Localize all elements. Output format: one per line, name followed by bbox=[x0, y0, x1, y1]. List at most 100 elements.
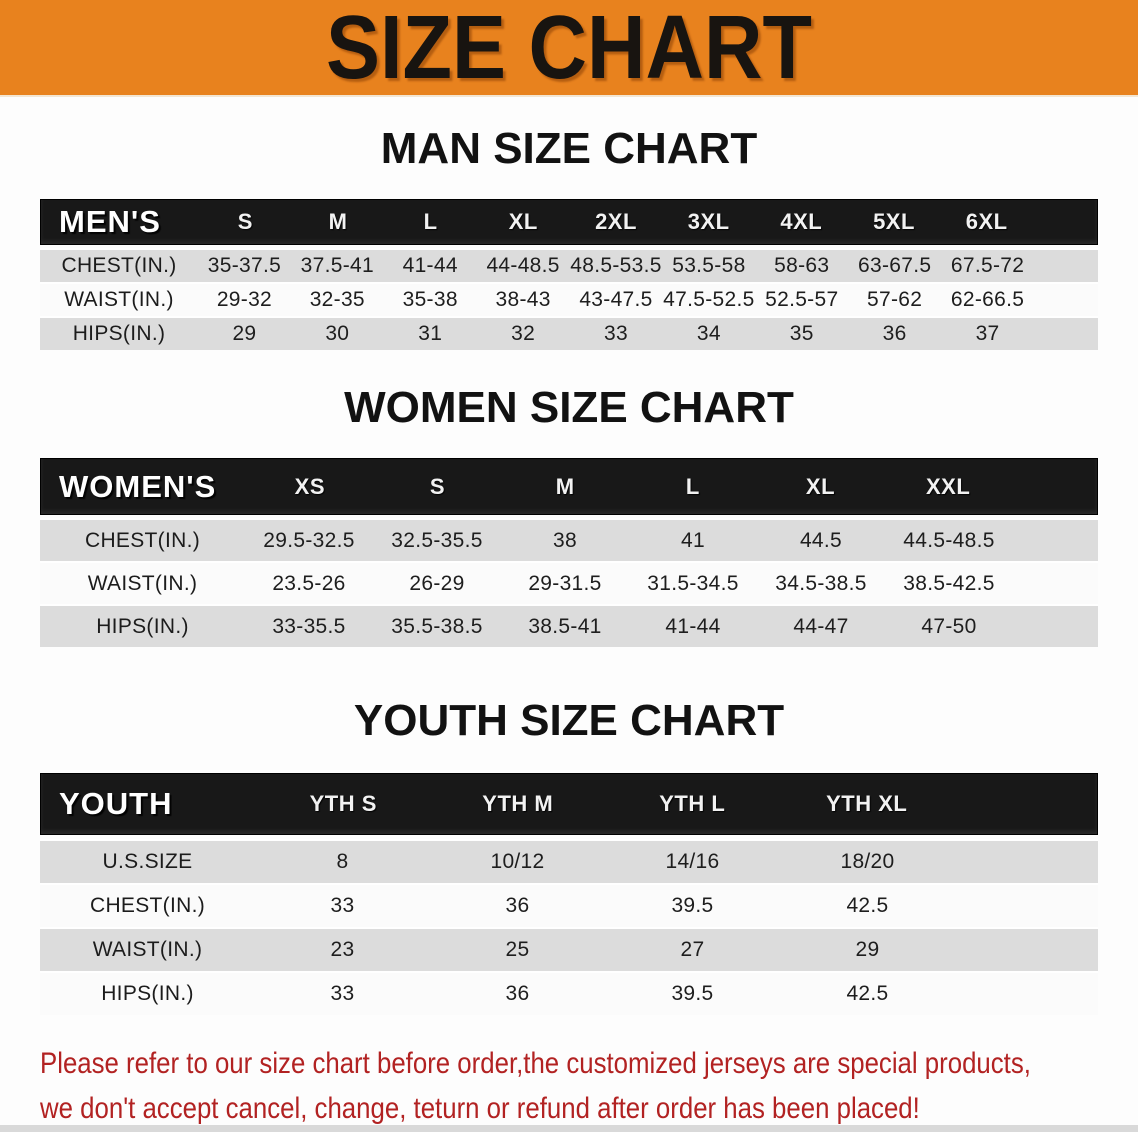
measurement-value: 38.5-41 bbox=[528, 614, 602, 638]
measurement-value: 25 bbox=[505, 938, 530, 961]
measurement-label: WAIST(IN.) bbox=[87, 571, 198, 595]
banner-title: SIZE CHART bbox=[326, 0, 812, 98]
measurement-value: 62-66.5 bbox=[950, 288, 1025, 311]
womens-size-table: WOMEN'S XS S M L XL XXL CHEST(IN.) 29.5-32.5 32.5… bbox=[40, 458, 1098, 647]
table-category-label: YOUTH bbox=[59, 786, 173, 821]
measurement-value: 34 bbox=[696, 322, 721, 345]
size-column-header: XS bbox=[294, 473, 325, 499]
measurement-row: HIPS(IN.) 33 36 39.5 42.5 bbox=[40, 971, 1098, 1015]
size-column-header: XL bbox=[805, 473, 836, 499]
measurement-label: CHEST(IN.) bbox=[61, 254, 177, 277]
measurement-value: 38 bbox=[553, 528, 577, 552]
measurement-value: 57-62 bbox=[867, 288, 923, 311]
size-column-header: S bbox=[237, 209, 253, 234]
disclaimer-line-2: we don't accept cancel, change, teturn o… bbox=[40, 1092, 920, 1125]
size-column-header: YTH L bbox=[659, 791, 726, 816]
measurement-value: 41 bbox=[681, 528, 705, 552]
measurement-value: 44-48.5 bbox=[486, 254, 560, 277]
measurement-value: 32.5-35.5 bbox=[391, 528, 483, 552]
man-size-heading: MAN SIZE CHART bbox=[380, 124, 758, 173]
size-column-header: 5XL bbox=[873, 209, 915, 234]
women-size-section: WOMEN SIZE CHART WOMEN'S XS S M L XL XXL CHEST(… bbox=[0, 384, 1138, 647]
measurement-value: 48.5-53.5 bbox=[570, 254, 662, 277]
measurement-label: WAIST(IN.) bbox=[92, 938, 203, 961]
measurement-value: 14/16 bbox=[665, 850, 720, 873]
measurement-value: 67.5-72 bbox=[950, 254, 1025, 277]
measurement-value: 23 bbox=[330, 938, 355, 961]
measurement-value: 36 bbox=[882, 322, 907, 345]
size-table-header-row: WOMEN'S XS S M L XL XXL bbox=[40, 458, 1098, 515]
measurement-value: 27 bbox=[680, 938, 705, 961]
measurement-row: CHEST(IN.) 33 36 39.5 42.5 bbox=[40, 883, 1098, 927]
size-table-header-row: MEN'S S M L XL 2XL 3XL 4XL 5XL 6XL bbox=[40, 199, 1098, 245]
size-column-header: YTH M bbox=[482, 791, 554, 816]
measurement-value: 39.5 bbox=[671, 894, 714, 917]
measurement-value: 42.5 bbox=[846, 894, 889, 917]
measurement-value: 37 bbox=[975, 322, 1000, 345]
measurement-value: 33 bbox=[604, 322, 628, 345]
size-column-header: 3XL bbox=[687, 209, 730, 234]
measurement-value: 42.5 bbox=[846, 982, 889, 1005]
bottom-edge-strip bbox=[0, 1125, 1138, 1132]
measurement-label: HIPS(IN.) bbox=[101, 982, 194, 1005]
measurement-value: 29-32 bbox=[216, 288, 273, 311]
measurement-value: 33 bbox=[330, 894, 355, 917]
size-column-header: 4XL bbox=[780, 209, 823, 234]
measurement-label: CHEST(IN.) bbox=[85, 528, 200, 552]
size-column-header: M bbox=[328, 209, 348, 234]
size-column-header: 6XL bbox=[965, 209, 1008, 234]
disclaimer-note: Please refer to our size chart before or… bbox=[40, 1041, 1138, 1131]
size-column-header: L bbox=[423, 209, 438, 234]
size-column-header: M bbox=[555, 473, 575, 499]
measurement-value: 33 bbox=[330, 982, 355, 1005]
women-size-heading: WOMEN SIZE CHART bbox=[344, 383, 794, 432]
measurement-value: 8 bbox=[336, 850, 349, 873]
measurement-value: 35-38 bbox=[402, 288, 458, 311]
size-column-header: S bbox=[429, 473, 446, 499]
measurement-row: CHEST(IN.) 35-37.5 37.5-41 41-44 44-48.5 48.5… bbox=[40, 248, 1098, 282]
measurement-value: 44-47 bbox=[793, 614, 849, 638]
measurement-value: 32-35 bbox=[309, 288, 365, 311]
measurement-label: U.S.SIZE bbox=[102, 850, 193, 873]
measurement-label: CHEST(IN.) bbox=[90, 894, 205, 917]
measurement-value: 41-44 bbox=[665, 614, 721, 638]
size-column-header: L bbox=[685, 473, 700, 499]
measurement-value: 29.5-32.5 bbox=[263, 528, 355, 552]
measurement-value: 38-43 bbox=[495, 288, 551, 311]
measurement-value: 47-50 bbox=[921, 614, 977, 638]
measurement-value: 53.5-58 bbox=[672, 254, 746, 277]
measurement-value: 32 bbox=[511, 322, 536, 345]
size-column-header: 2XL bbox=[595, 209, 637, 234]
measurement-value: 10/12 bbox=[490, 850, 545, 873]
measurement-value: 29 bbox=[855, 938, 880, 961]
measurement-label: WAIST(IN.) bbox=[64, 288, 174, 311]
measurement-value: 35 bbox=[789, 322, 814, 345]
measurement-label: HIPS(IN.) bbox=[96, 614, 189, 638]
measurement-value: 52.5-57 bbox=[765, 288, 839, 311]
measurement-value: 35.5-38.5 bbox=[391, 614, 483, 638]
measurement-value: 36 bbox=[505, 982, 530, 1005]
size-chart-banner: SIZE CHART bbox=[0, 0, 1138, 97]
measurement-value: 31 bbox=[418, 322, 443, 345]
measurement-label: HIPS(IN.) bbox=[72, 322, 166, 345]
measurement-value: 36 bbox=[505, 894, 530, 917]
size-column-header: XXL bbox=[926, 473, 971, 499]
size-column-header: XL bbox=[508, 209, 538, 234]
size-table-header-row: YOUTH YTH S YTH M YTH L YTH XL bbox=[40, 773, 1098, 835]
measurement-row: U.S.SIZE 8 10/12 14/16 18/20 bbox=[40, 839, 1098, 883]
measurement-value: 34.5-38.5 bbox=[775, 571, 867, 595]
measurement-value: 29-31.5 bbox=[528, 571, 602, 595]
measurement-value: 29 bbox=[232, 322, 257, 345]
disclaimer-line-1: Please refer to our size chart before or… bbox=[40, 1047, 1031, 1080]
measurement-value: 39.5 bbox=[671, 982, 714, 1005]
measurement-row: HIPS(IN.) 33-35.5 35.5-38.5 38.5-41 41-44 44-… bbox=[40, 604, 1098, 647]
youth-size-section: YOUTH SIZE CHART YOUTH YTH S YTH M YTH L YTH… bbox=[0, 697, 1138, 1015]
table-category-label: WOMEN'S bbox=[59, 468, 217, 504]
measurement-value: 58-63 bbox=[774, 254, 830, 277]
man-size-section: MAN SIZE CHART MEN'S S M L XL 2XL 3XL 4XL 5XL 6XL… bbox=[0, 125, 1138, 350]
measurement-value: 33-35.5 bbox=[272, 614, 346, 638]
measurement-value: 63-67.5 bbox=[858, 254, 932, 277]
measurement-value: 37.5-41 bbox=[300, 254, 374, 277]
youth-size-heading: YOUTH SIZE CHART bbox=[353, 696, 785, 745]
